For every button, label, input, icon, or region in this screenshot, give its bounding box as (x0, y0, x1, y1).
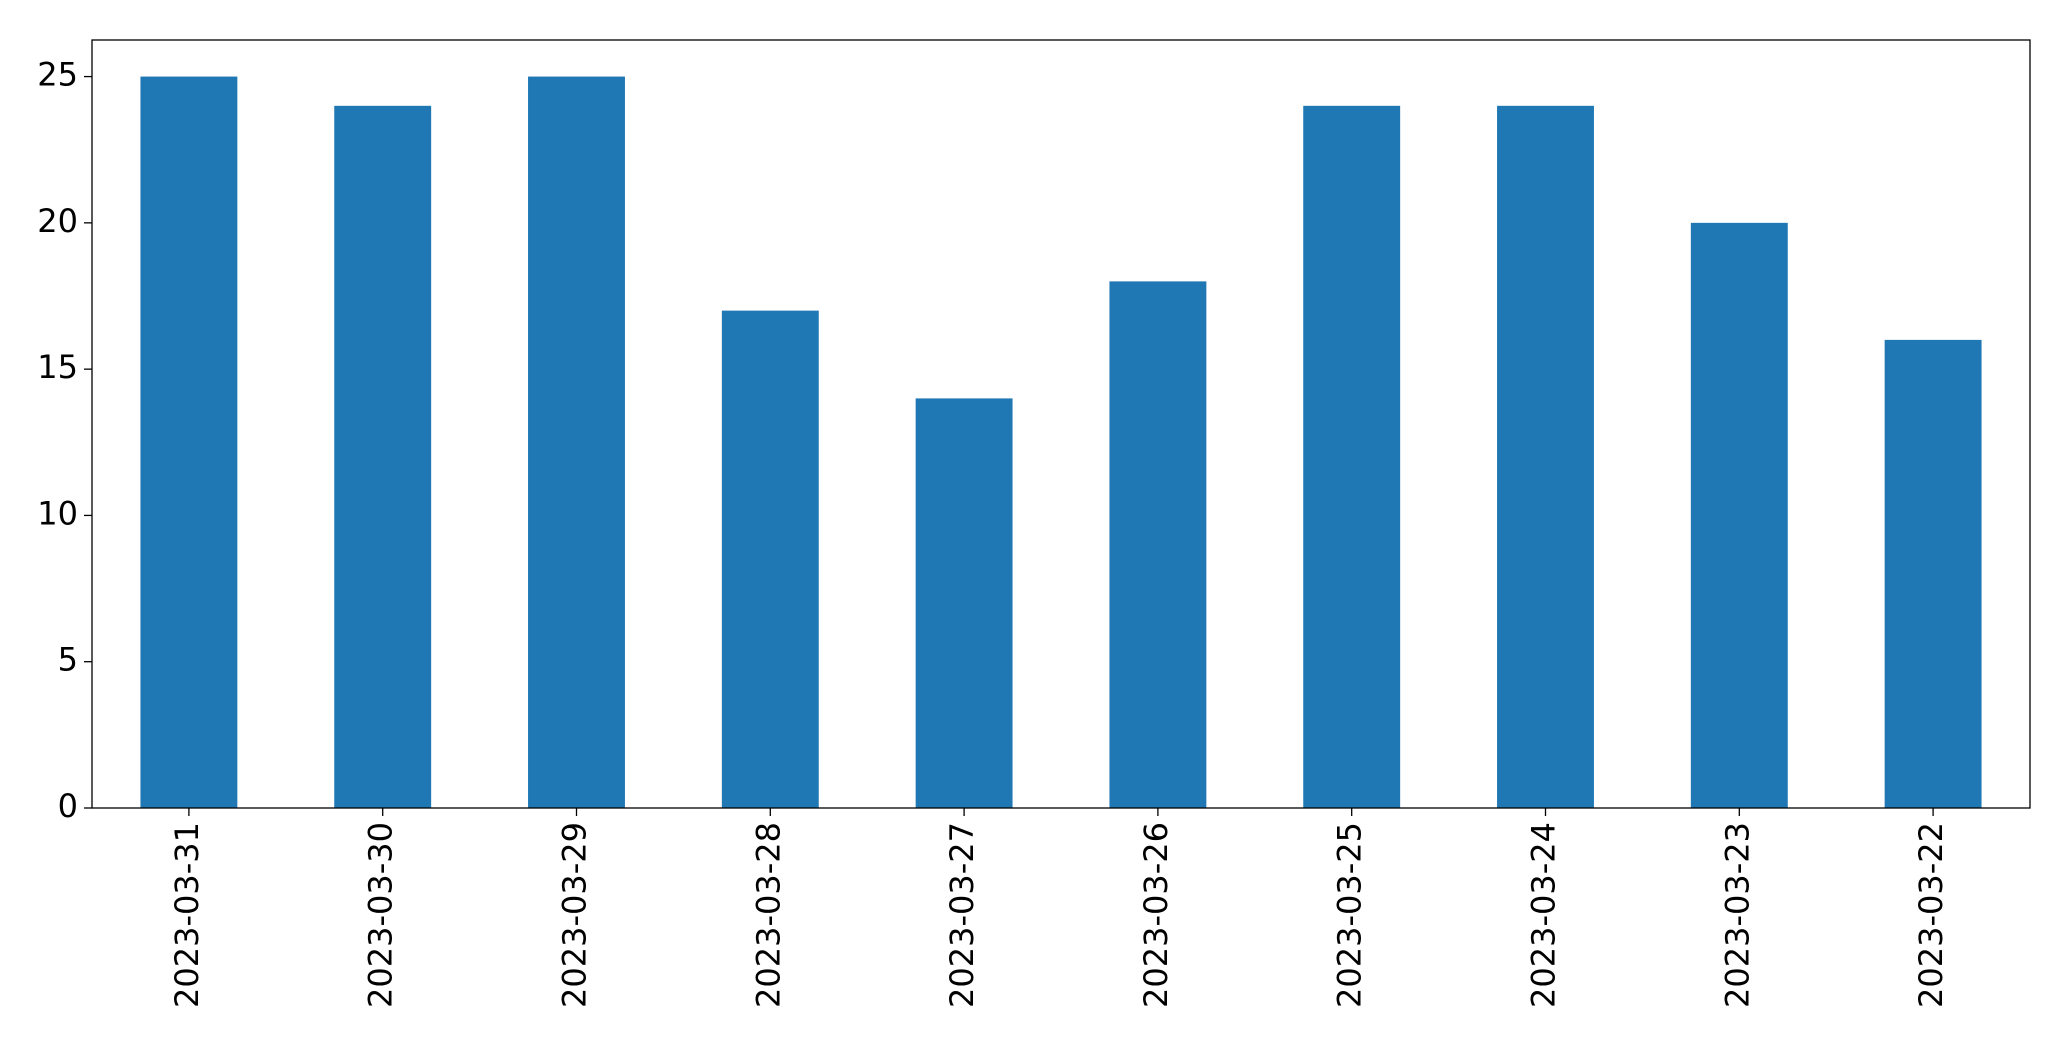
x-tick-label: 2023-03-26 (1137, 822, 1175, 1008)
bar (1109, 281, 1207, 808)
y-tick-label: 0 (58, 787, 78, 825)
bar (334, 105, 432, 809)
x-tick-label: 2023-03-30 (362, 822, 400, 1008)
x-tick-label: 2023-03-22 (1912, 822, 1950, 1008)
y-tick-label: 25 (37, 56, 78, 94)
x-tick-label: 2023-03-23 (1718, 822, 1756, 1008)
y-tick-label: 20 (37, 202, 78, 240)
x-tick-label: 2023-03-29 (556, 822, 594, 1008)
y-tick-label: 15 (37, 348, 78, 386)
bar (1690, 222, 1788, 808)
bar (140, 76, 238, 809)
x-tick-label: 2023-03-24 (1525, 822, 1563, 1008)
bar (721, 310, 819, 808)
bar (1497, 105, 1594, 809)
y-tick-label: 5 (58, 641, 78, 679)
x-tick-label: 2023-03-31 (168, 822, 206, 1008)
bar (1884, 339, 1982, 808)
bar (915, 398, 1013, 808)
bar (1303, 105, 1401, 809)
bar (528, 76, 625, 809)
x-tick-label: 2023-03-25 (1331, 822, 1369, 1008)
plot-frame (91, 39, 2031, 809)
x-tick-label: 2023-03-27 (943, 822, 981, 1008)
x-tick-label: 2023-03-28 (749, 822, 787, 1008)
y-tick-label: 10 (37, 494, 78, 532)
